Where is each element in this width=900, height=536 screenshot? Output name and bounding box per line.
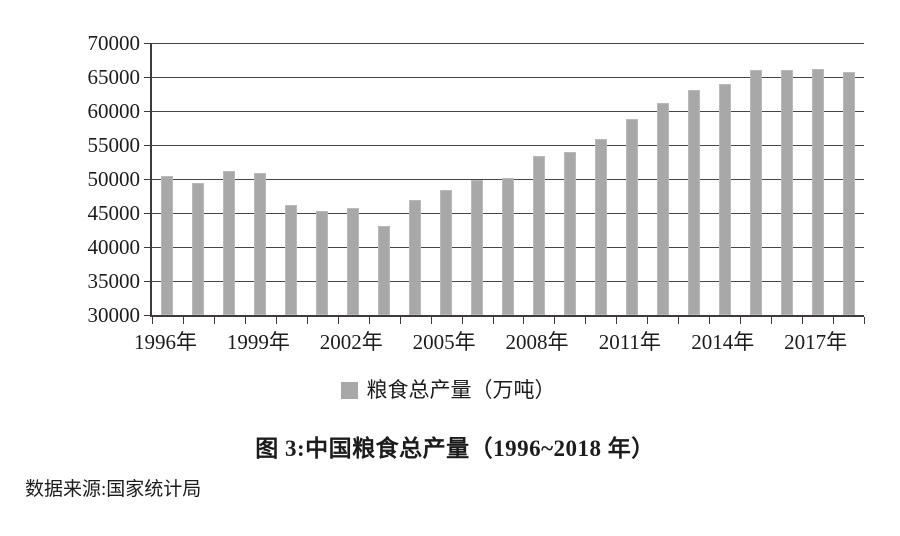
- legend-swatch-icon: [340, 381, 358, 399]
- bar-2006: [471, 180, 484, 315]
- legend: 粮食总产量（万吨）: [0, 377, 896, 403]
- x-axis-tick: [244, 317, 246, 324]
- bar-1999: [254, 173, 267, 315]
- x-axis-tick: [802, 317, 804, 324]
- x-axis-tick: [616, 317, 618, 324]
- x-axis-tick: [678, 317, 680, 324]
- y-axis-tick: [144, 43, 152, 44]
- bar-2015: [749, 69, 762, 315]
- bar-2017: [811, 69, 824, 315]
- bar-2005: [440, 189, 453, 315]
- data-source-caption: 数据来源:国家统计局: [25, 479, 202, 500]
- figure-title: 图 3:中国粮食总产量（1996~2018 年）: [255, 436, 655, 461]
- x-axis-tick: [647, 317, 649, 324]
- bar-2016: [780, 69, 793, 315]
- bar-1998: [223, 170, 236, 315]
- x-axis-tick: [771, 317, 773, 324]
- bar-2003: [378, 226, 391, 315]
- y-axis-tick: [144, 77, 152, 78]
- bar-2010: [594, 138, 607, 315]
- bar-2001: [316, 211, 329, 315]
- plot-area: [144, 43, 865, 324]
- x-axis-tick: [368, 317, 370, 324]
- y-axis-tick: [144, 145, 152, 146]
- x-axis-tick: [709, 317, 711, 324]
- y-axis: 70000 65000 60000 55000 50000 45000 40000 35000…: [0, 31, 141, 327]
- y-axis-tick: [144, 213, 152, 214]
- bar-2012: [656, 102, 669, 315]
- bar-2002: [347, 208, 360, 315]
- x-axis-label: 1996年: [133, 330, 197, 354]
- bar-1997: [192, 182, 205, 315]
- x-axis-tick: [152, 317, 153, 324]
- x-axis-tick: [585, 317, 587, 324]
- y-axis-tick: [144, 179, 152, 180]
- gridline: [152, 43, 864, 44]
- gridline: [152, 111, 864, 112]
- gridline: [152, 145, 864, 146]
- bar-2011: [625, 118, 638, 315]
- x-axis-label: 2014年: [691, 330, 755, 354]
- bar-chart: 70000 65000 60000 55000 50000 45000 40000 35000…: [0, 31, 896, 403]
- y-axis-label: 60000: [87, 99, 141, 123]
- x-axis-label: 2011年: [598, 330, 661, 354]
- x-axis-label: 2002年: [319, 330, 383, 354]
- y-axis-label: 70000: [87, 31, 141, 55]
- x-axis-label: 1999年: [226, 330, 290, 354]
- y-axis-label: 55000: [87, 133, 141, 157]
- legend-label: 粮食总产量（万吨）: [366, 378, 556, 402]
- y-axis-label: 30000: [87, 303, 141, 327]
- bar-2007: [502, 177, 514, 315]
- x-axis-label: 2008年: [505, 330, 569, 354]
- y-axis-tick: [144, 111, 152, 112]
- y-axis-tick: [144, 247, 152, 248]
- y-axis-label: 40000: [87, 235, 141, 259]
- x-axis-tick: [554, 317, 556, 324]
- bar-2004: [409, 199, 422, 315]
- x-axis-tick: [430, 317, 432, 324]
- bar-2009: [563, 152, 576, 315]
- x-axis-tick: [492, 317, 494, 324]
- x-axis-tick: [864, 317, 865, 324]
- x-axis-label: 2005年: [412, 330, 476, 354]
- x-axis-tick: [306, 317, 308, 324]
- y-axis-tick: [144, 281, 152, 282]
- x-axis-tick: [337, 317, 339, 324]
- y-axis-tick: [144, 315, 152, 316]
- y-axis-label: 50000: [87, 167, 141, 191]
- bar-2014: [718, 84, 731, 315]
- x-axis-tick: [833, 317, 835, 324]
- y-axis-label: 45000: [87, 201, 141, 225]
- x-axis-tick: [740, 317, 742, 324]
- x-axis-tick: [275, 317, 277, 324]
- y-axis-label: 35000: [87, 269, 141, 293]
- bar-2018: [842, 71, 855, 315]
- x-axis-tick: [182, 317, 184, 324]
- x-axis: 1996年 1999年 2002年 2005年 2008年 2011年 2014年 2017年: [134, 329, 862, 357]
- bar-2000: [285, 204, 298, 315]
- y-axis-label: 65000: [87, 65, 141, 89]
- x-axis-tick: [213, 317, 215, 324]
- bar-2008: [532, 155, 545, 315]
- x-axis-tick: [523, 317, 525, 324]
- x-axis-tick: [399, 317, 401, 324]
- bar-2013: [687, 90, 700, 315]
- x-axis-label: 2017年: [784, 330, 848, 354]
- x-axis-tick: [461, 317, 463, 324]
- bar-1996: [161, 175, 174, 315]
- gridline: [152, 77, 864, 78]
